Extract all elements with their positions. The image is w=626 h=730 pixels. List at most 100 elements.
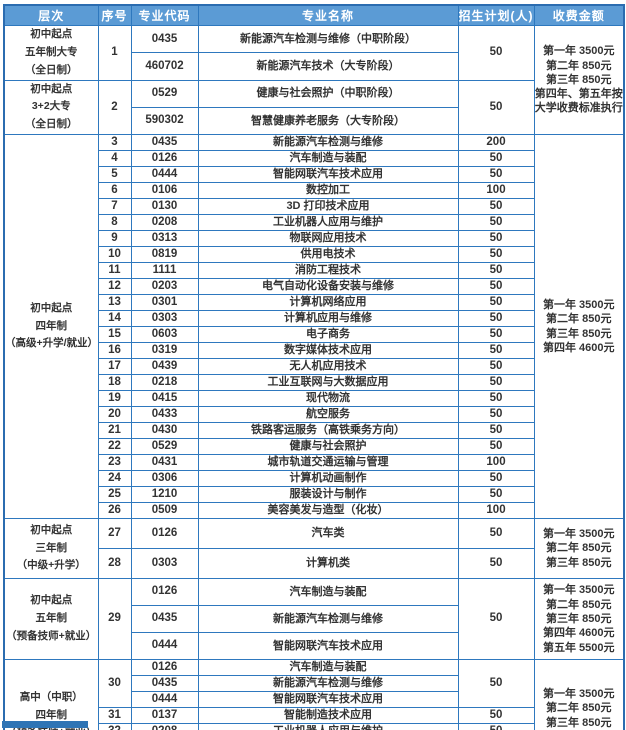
plan-cell: 100 [457,502,535,520]
code-cell: 0433 [130,406,199,424]
seq-cell: 6 [97,182,132,200]
seq-cell: 7 [97,198,132,216]
lvl-line: 初中起点 [30,594,73,607]
seq-cell: 15 [97,326,132,344]
bottom-accent-bar [2,721,88,728]
seq-cell: 2 [97,79,132,136]
seq-cell: 9 [97,230,132,248]
name-cell: 智能网联汽车技术应用 [197,691,459,709]
code-cell: 0106 [130,182,199,200]
seq-cell: 32 [97,723,132,730]
table-row: 19 0415 现代物流 50 [4,390,624,408]
name-cell: 供用电技术 [197,246,459,264]
table-row: 初中起点 五年制 （预备技师+就业） 29 0126 汽车制造与装配 50 第一年 3500元… [3,578,625,661]
lvl-line: （中级+升学） [16,559,86,572]
code-cell: 0529 [130,79,199,108]
name-cell: 新能源汽车检测与维修 [197,605,459,634]
plan-cell: 50 [457,470,535,488]
name-cell: 数字媒体技术应用 [197,342,459,360]
name-cell: 计算机应用与维修 [197,310,459,328]
code-cell: 0435 [130,24,199,54]
name-cell: 现代物流 [197,390,459,408]
table-row: 0435 新能源汽车检测与维修 [4,605,624,634]
fee-line: 第三年 850元 [546,73,612,86]
seq-cell: 26 [97,502,132,520]
fee-cell: 第一年 3500元 第二年 850元 第三年 850元 第四年、第五年按 大学收费标准执… [533,24,625,136]
code-cell: 0137 [130,707,199,725]
code-cell: 0208 [130,214,199,232]
seq-cell: 10 [97,246,132,264]
lvl-line: 五年制 [35,612,68,625]
plan-cell: 50 [457,262,535,280]
seq-cell: 5 [97,166,132,184]
fee-line: 第二年 850元 [546,313,612,326]
seq-cell: 21 [97,422,132,440]
code-cell: 0126 [130,518,199,550]
plan-cell: 50 [457,659,535,709]
name-cell: 健康与社会照护（中职阶段） [197,79,459,108]
lvl-line: 三年制 [35,541,68,554]
code-cell: 0431 [130,454,199,472]
seq-cell: 12 [97,278,132,296]
plan-cell: 50 [457,278,535,296]
fee-line: 第三年 850元 [546,556,612,569]
plan-cell: 200 [457,134,535,152]
code-cell: 0444 [130,166,199,184]
lvl-line: 四年制 [35,319,68,332]
enrollment-plan-table: 层次 序号 专业代码 专业名称 招生计划(人) 收费金额 初中起点 五年制大专 （全日制） 1 0… [3,4,625,730]
code-cell: 1111 [130,262,199,280]
fee-line: 第五年 5500元 [542,641,615,654]
code-cell: 0126 [130,578,199,607]
header-cell: 序号 [97,4,132,26]
code-cell: 0509 [130,502,199,520]
fee-line: 第二年 850元 [546,59,612,72]
name-cell: 智能网联汽车技术应用 [197,166,459,184]
fee-line: 第二年 850元 [546,598,612,611]
fee-line: 第二年 850元 [546,702,612,715]
fee-line: 第一年 3500元 [542,687,615,700]
plan-cell: 50 [457,486,535,504]
code-cell: 0819 [130,246,199,264]
seq-cell: 16 [97,342,132,360]
name-cell: 健康与社会照护 [197,438,459,456]
fee-line: 大学收费标准执行 [534,102,623,115]
plan-cell: 50 [457,707,535,725]
code-cell: 0313 [130,230,199,248]
name-cell: 物联网应用技术 [197,230,459,248]
fee-line: 第一年 3500元 [542,584,615,597]
level-cell: 高中（中职） 四年制 （预备技师+就业） [3,659,99,730]
header-cell: 层次 [3,4,99,26]
fee-line: 第二年 850元 [546,542,612,555]
name-cell: 新能源汽车检测与维修 [197,134,459,152]
name-cell: 工业机器人应用与维护 [197,723,459,730]
code-cell: 0435 [130,605,199,634]
seq-cell: 28 [97,548,132,580]
fee-line: 第三年 850元 [546,327,612,340]
table-row: 16 0319 数字媒体技术应用 50 [4,342,624,360]
lvl-line: （高级+升学/就业） [5,337,98,350]
seq-cell: 24 [97,470,132,488]
fee-line: 第四年 4600元 [542,627,615,640]
code-cell: 0430 [130,422,199,440]
lvl-line: 四年制 [35,708,68,721]
code-cell: 0444 [130,691,199,709]
header-cell: 专业代码 [130,4,199,26]
table-row: 初中起点 五年制大专 （全日制） 1 0435 新能源汽车检测与维修（中职阶段） 50 第一年… [3,24,625,136]
name-cell: 3D 打印技术应用 [197,198,459,216]
name-cell: 美容美发与造型（化妆） [197,502,459,520]
seq-cell: 29 [97,578,132,661]
code-cell: 0208 [130,723,199,730]
plan-cell: 50 [457,166,535,184]
code-cell: 0435 [130,675,199,693]
plan-cell: 50 [457,422,535,440]
plan-cell: 50 [457,518,535,550]
seq-cell: 11 [97,262,132,280]
name-cell: 计算机类 [197,548,459,580]
table-header-row: 层次 序号 专业代码 专业名称 招生计划(人) 收费金额 [3,4,625,26]
plan-cell: 50 [457,246,535,264]
table-row: 15 0603 电子商务 50 [4,326,624,344]
code-cell: 0529 [130,438,199,456]
seq-cell: 23 [97,454,132,472]
name-cell: 航空服务 [197,406,459,424]
table-row: 20 0433 航空服务 50 [4,406,624,424]
